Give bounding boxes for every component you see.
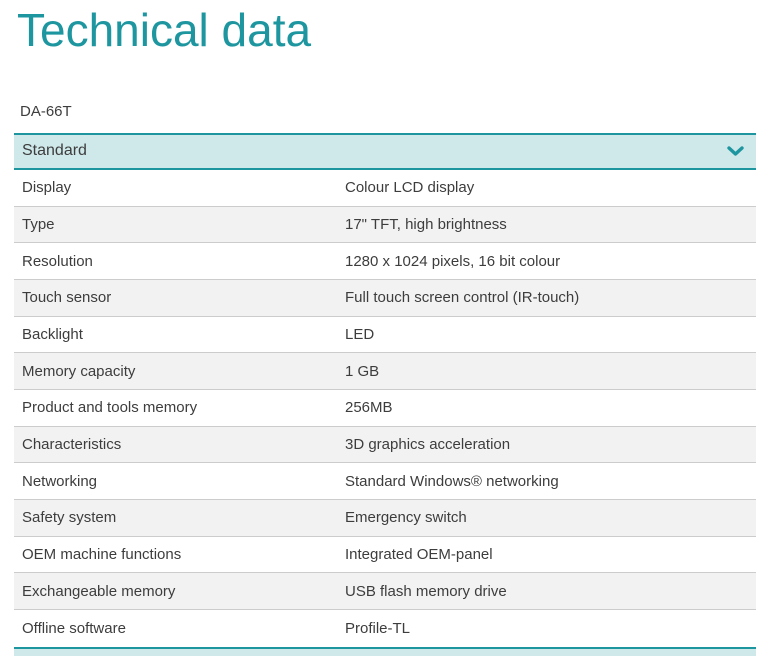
table-row: Display Colour LCD display xyxy=(14,170,756,207)
row-value: 17" TFT, high brightness xyxy=(345,215,507,233)
table-row: OEM machine functions Integrated OEM-pane… xyxy=(14,537,756,574)
table-row: Resolution 1280 x 1024 pixels, 16 bit col… xyxy=(14,243,756,280)
row-value: Profile-TL xyxy=(345,619,411,637)
row-label: Type xyxy=(22,215,55,233)
section-header-label: Standard xyxy=(22,142,87,160)
next-section-header[interactable] xyxy=(14,646,756,656)
row-value: Integrated OEM-panel xyxy=(345,546,493,564)
table-row: Touch sensor Full touch screen control (I… xyxy=(14,279,756,317)
table-row: Exchangeable memory USB flash memory driv… xyxy=(14,573,756,611)
row-value: Full touch screen control (IR-touch) xyxy=(345,289,580,307)
row-value: Colour LCD display xyxy=(345,179,475,197)
table-row: Offline software Profile-TL xyxy=(14,610,756,647)
chevron-down-icon xyxy=(727,146,744,157)
row-label: Touch sensor xyxy=(22,289,112,307)
row-value: Emergency switch xyxy=(345,509,467,527)
row-value: 256MB xyxy=(345,399,393,417)
spec-table: Display Colour LCD display Type 17" TFT, hi… xyxy=(14,170,756,647)
row-value: 1 GB xyxy=(345,362,380,380)
row-label: Exchangeable memory xyxy=(22,582,176,600)
model-label: DA-66T xyxy=(20,102,72,120)
row-label: Product and tools memory xyxy=(22,399,198,417)
table-row: Type 17" TFT, high brightness xyxy=(14,206,756,244)
table-row: Backlight LED xyxy=(14,317,756,354)
row-label: Resolution xyxy=(22,252,93,270)
row-value: Standard Windows® networking xyxy=(345,472,559,490)
page-title: Technical data xyxy=(17,4,312,56)
table-row: Networking Standard Windows® networking xyxy=(14,463,756,501)
row-label: Display xyxy=(22,179,72,197)
table-row: Memory capacity 1 GB xyxy=(14,353,756,391)
table-row: Product and tools memory 256MB xyxy=(14,390,756,427)
row-value: 3D graphics acceleration xyxy=(345,436,511,454)
row-label: OEM machine functions xyxy=(22,546,182,564)
section-header-standard[interactable]: Standard xyxy=(14,132,756,170)
row-label: Backlight xyxy=(22,325,83,343)
row-value: LED xyxy=(345,325,375,343)
table-row: Characteristics 3D graphics acceleration xyxy=(14,426,756,464)
row-label: Safety system xyxy=(22,509,117,527)
row-label: Networking xyxy=(22,472,98,490)
row-value: USB flash memory drive xyxy=(345,582,507,600)
row-value: 1280 x 1024 pixels, 16 bit colour xyxy=(345,252,561,270)
row-label: Memory capacity xyxy=(22,362,136,380)
row-label: Characteristics xyxy=(22,436,122,454)
row-label: Offline software xyxy=(22,619,126,637)
table-row: Safety system Emergency switch xyxy=(14,500,756,537)
